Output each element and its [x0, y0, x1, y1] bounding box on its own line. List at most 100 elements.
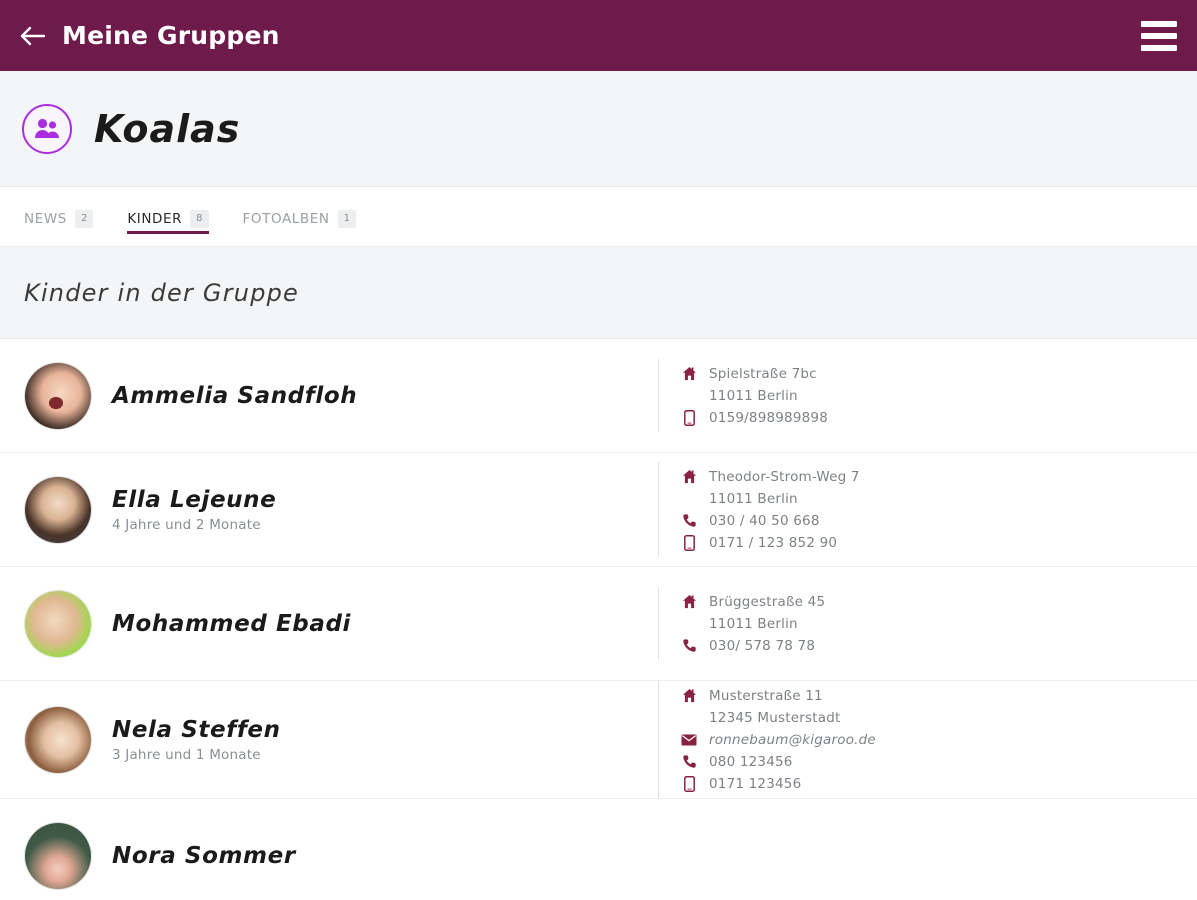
group-header: Koalas [0, 71, 1197, 187]
contact-text[interactable]: ronnebaum@kigaroo.de [709, 731, 876, 748]
contact-line: 0159/898989898 [681, 407, 828, 428]
home-icon [681, 688, 697, 704]
top-app-bar: Meine Gruppen [0, 0, 1197, 71]
child-identity: Ella Lejeune 4 Jahre und 2 Monate [24, 475, 658, 544]
child-name: Ammelia Sandfloh [112, 382, 358, 409]
home-icon [681, 469, 697, 485]
mobile-icon [681, 534, 697, 551]
contact-line: 11011 Berlin [681, 385, 828, 406]
home-icon [681, 366, 697, 382]
table-row[interactable]: Ella Lejeune 4 Jahre und 2 Monate Theodor-… [0, 453, 1197, 567]
child-age: 4 Jahre und 2 Monate [112, 516, 261, 533]
avatar[interactable] [24, 475, 92, 544]
child-name: Ella Lejeune [112, 486, 277, 513]
table-row[interactable]: Nela Steffen 3 Jahre und 1 Monate Musterst… [0, 681, 1197, 799]
tab-kinder-badge: 8 [190, 209, 209, 228]
child-name: Mohammed Ebadi [112, 610, 352, 637]
contact-line: 030/ 578 78 78 [681, 635, 825, 656]
contact-line: Spielstraße 7bc [681, 363, 828, 384]
avatar[interactable] [24, 821, 92, 890]
contact-details: Musterstraße 11 12345 Musterstadt ronnebau… [658, 681, 876, 798]
tab-kinder-label: KINDER [127, 210, 183, 227]
table-row[interactable]: Nora Sommer [0, 799, 1197, 900]
avatar-image [25, 476, 91, 543]
contact-text: Theodor-Strom-Weg 7 [709, 468, 860, 485]
mail-icon [681, 732, 697, 748]
mobile-icon [681, 409, 697, 426]
tab-news[interactable]: NEWS 2 [24, 187, 94, 246]
tab-fotoalben[interactable]: FOTOALBEN 1 [243, 187, 356, 246]
contact-line: Brüggestraße 45 [681, 591, 825, 612]
contact-line: 12345 Musterstadt [681, 707, 876, 728]
avatar-image [25, 590, 91, 657]
child-name: Nela Steffen [112, 716, 281, 743]
tab-fotoalben-label: FOTOALBEN [242, 210, 330, 227]
hamburger-bar [1141, 32, 1177, 39]
group-name: Koalas [94, 106, 241, 151]
hamburger-bar [1141, 20, 1177, 27]
avatar-image [25, 362, 91, 429]
phone-icon [681, 513, 697, 529]
tab-fotoalben-badge: 1 [337, 209, 356, 228]
arrow-left-icon[interactable] [20, 23, 46, 49]
avatar-image [25, 706, 91, 773]
tab-kinder[interactable]: KINDER 8 [127, 187, 209, 246]
contact-line: ronnebaum@kigaroo.de [681, 729, 876, 750]
contact-text: 12345 Musterstadt [709, 709, 841, 726]
child-name: Nora Sommer [112, 842, 296, 869]
contact-text: 030/ 578 78 78 [709, 637, 816, 654]
topbar-left-group: Meine Gruppen [20, 21, 280, 50]
child-name-block: Nela Steffen 3 Jahre und 1 Monate [112, 717, 281, 763]
hamburger-menu-icon[interactable] [1141, 20, 1177, 51]
tab-bar: NEWS 2 KINDER 8 FOTOALBEN 1 [0, 187, 1197, 247]
contact-details: Brüggestraße 45 11011 Berlin 030/ 578 78 7… [658, 587, 825, 660]
contact-text: 0171 123456 [709, 775, 802, 792]
contact-line: 11011 Berlin [681, 488, 860, 509]
contact-line: Theodor-Strom-Weg 7 [681, 466, 860, 487]
child-identity: Ammelia Sandfloh [24, 361, 658, 430]
contact-text: Brüggestraße 45 [709, 593, 826, 610]
contact-text: 030 / 40 50 668 [709, 512, 820, 529]
contact-line: 030 / 40 50 668 [681, 510, 860, 531]
contact-details: Spielstraße 7bc 11011 Berlin 0159/89898989… [658, 359, 828, 432]
tab-news-label: NEWS [24, 210, 67, 227]
table-row[interactable]: Ammelia Sandfloh Spielstraße 7bc 11011 Ber… [0, 339, 1197, 453]
child-age: 3 Jahre und 1 Monate [112, 746, 261, 763]
contact-text: 0171 / 123 852 90 [709, 534, 838, 551]
mobile-icon [681, 775, 697, 792]
avatar[interactable] [24, 361, 92, 430]
phone-icon [681, 638, 697, 654]
contact-text: 11011 Berlin [709, 387, 798, 404]
phone-icon [681, 754, 697, 770]
contact-text: 080 123456 [709, 753, 793, 770]
hamburger-bar [1141, 44, 1177, 51]
child-name-block: Mohammed Ebadi [112, 611, 351, 637]
contact-text: 11011 Berlin [709, 490, 798, 507]
child-identity: Nora Sommer [24, 821, 658, 890]
contact-line: 0171 123456 [681, 773, 876, 794]
contact-details: Theodor-Strom-Weg 7 11011 Berlin 030 / 40 … [658, 462, 860, 557]
child-name-block: Ella Lejeune 4 Jahre und 2 Monate [112, 487, 276, 533]
contact-line: 11011 Berlin [681, 613, 825, 634]
page-title: Meine Gruppen [62, 21, 280, 50]
avatar-image [25, 822, 91, 889]
child-identity: Mohammed Ebadi [24, 589, 658, 658]
contact-line: 0171 / 123 852 90 [681, 532, 860, 553]
child-name-block: Ammelia Sandfloh [112, 383, 357, 409]
home-icon [681, 594, 697, 610]
contact-text: 11011 Berlin [709, 615, 798, 632]
child-name-block: Nora Sommer [112, 843, 296, 869]
contact-text: Musterstraße 11 [709, 687, 823, 704]
section-header: Kinder in der Gruppe [0, 247, 1197, 339]
children-list: Ammelia Sandfloh Spielstraße 7bc 11011 Ber… [0, 339, 1197, 900]
avatar[interactable] [24, 589, 92, 658]
section-title: Kinder in der Gruppe [24, 278, 300, 307]
contact-text: Spielstraße 7bc [709, 365, 817, 382]
tab-news-badge: 2 [74, 209, 94, 228]
contact-line: Musterstraße 11 [681, 685, 876, 706]
group-people-icon [22, 103, 72, 154]
table-row[interactable]: Mohammed Ebadi Brüggestraße 45 11011 Berli… [0, 567, 1197, 681]
contact-text: 0159/898989898 [709, 409, 829, 426]
contact-line: 080 123456 [681, 751, 876, 772]
avatar[interactable] [24, 705, 92, 774]
